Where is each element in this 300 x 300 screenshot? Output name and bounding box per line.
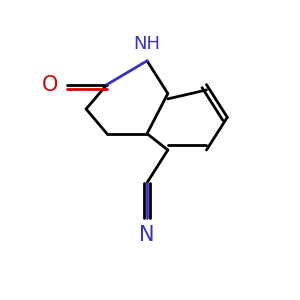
Text: N: N	[139, 225, 155, 245]
Text: O: O	[42, 75, 58, 94]
Text: NH: NH	[134, 35, 160, 53]
